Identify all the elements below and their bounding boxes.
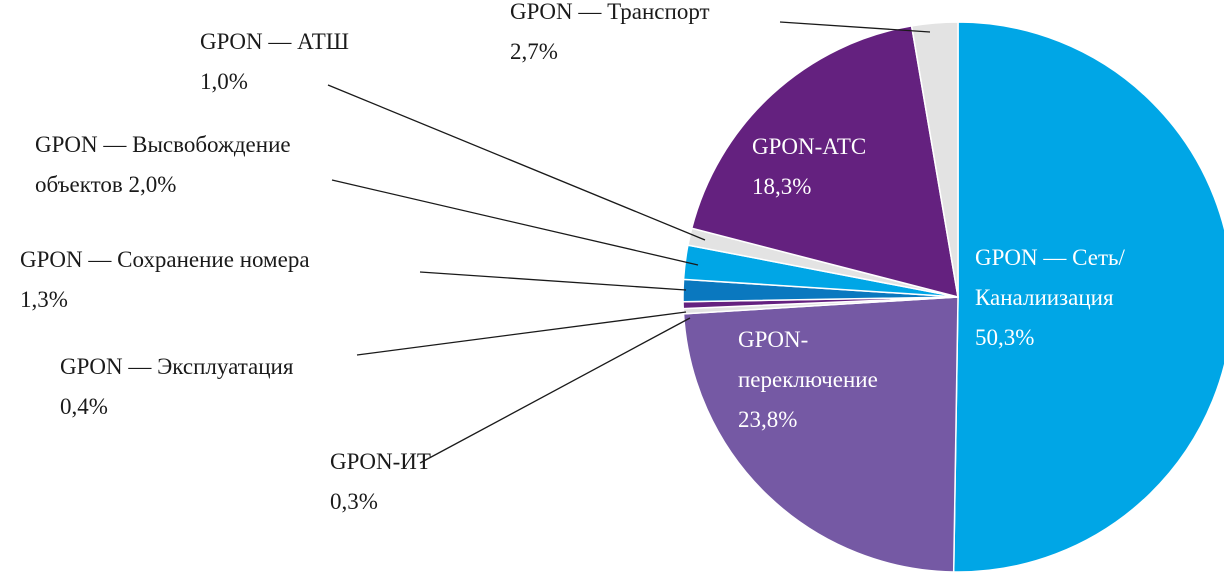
category-label: GPON — Эксплуатация (60, 354, 294, 379)
pie-slice (690, 25, 959, 299)
slice-label: GPON — Эксплуатация 0,4% (60, 347, 293, 427)
category-label: GPON — АТШ (200, 29, 349, 54)
value-label: 2,0% (128, 172, 177, 197)
value-label: 23,8% (738, 407, 798, 432)
category-label: GPON- переключение (738, 327, 878, 392)
value-label: 18,3% (752, 174, 812, 199)
value-label: 1,0% (200, 69, 248, 94)
slice-label: GPON-АТС 18,3% (752, 127, 866, 207)
leader-line (419, 271, 687, 291)
category-label: GPON — Сеть/ Каналиизация (975, 245, 1125, 310)
value-label: 0,3% (330, 489, 378, 514)
leader-line (779, 21, 931, 33)
category-label: GPON-ИТ (330, 449, 431, 474)
leader-line (331, 179, 699, 266)
category-label: GPON — Транспорт (510, 0, 710, 24)
value-label: 50,3% (975, 325, 1035, 350)
leader-line (419, 317, 691, 464)
slice-label: GPON — Высвобождение объектов 2,0% (35, 125, 291, 205)
category-label: GPON — Сохранение номера (20, 247, 310, 272)
value-label: 1,3% (20, 287, 68, 312)
category-label: GPON — Высвобождение объектов (35, 132, 291, 197)
slice-label: GPON — АТШ 1,0% (200, 22, 349, 102)
slice-label: GPON- переключение 23,8% (738, 320, 878, 440)
leader-line (327, 84, 706, 241)
value-label: 0,4% (60, 394, 108, 419)
pie-slice (682, 296, 959, 572)
value-label: 2,7% (510, 39, 558, 64)
pie-slice (910, 21, 959, 298)
category-label: GPON-АТС (752, 134, 867, 159)
slice-label: GPON — Транспорт 2,7% (510, 0, 710, 72)
slice-label: GPON — Сохранение номера 1,3% (20, 240, 310, 320)
leader-line (356, 311, 687, 356)
slice-label: GPON — Сеть/ Каналиизация 50,3% (975, 238, 1125, 358)
pie-slice (952, 21, 1224, 572)
slice-label: GPON-ИТ 0,3% (330, 442, 431, 522)
